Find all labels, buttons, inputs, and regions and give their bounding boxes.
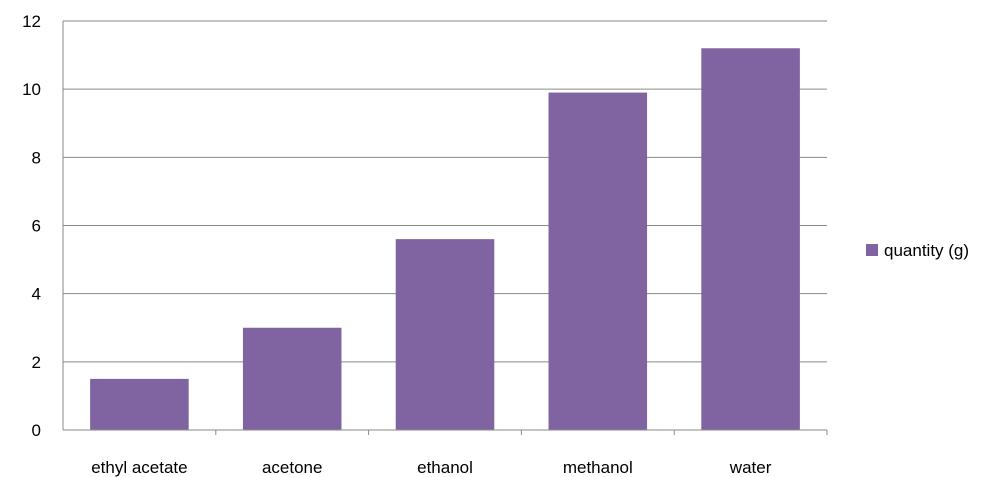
y-tick-label: 0 <box>32 421 41 440</box>
y-tick-label: 10 <box>22 80 41 99</box>
x-tick-label: acetone <box>262 458 323 477</box>
x-tick-labels: ethyl acetate acetone ethanol methanol water <box>91 458 772 477</box>
bar <box>701 48 800 431</box>
bars <box>90 48 828 435</box>
y-tick-label: 8 <box>32 148 41 167</box>
x-tick-label: ethyl acetate <box>91 458 187 477</box>
legend-label: quantity (g) <box>884 241 969 260</box>
x-tick-label: ethanol <box>417 458 473 477</box>
y-tick-label: 12 <box>22 12 41 31</box>
bar <box>242 327 342 430</box>
legend: quantity (g) <box>866 241 969 260</box>
y-tick-label: 6 <box>32 217 41 236</box>
x-tick-label: water <box>729 458 772 477</box>
bar <box>548 92 648 430</box>
x-tick-label: methanol <box>563 458 633 477</box>
bar <box>90 378 189 430</box>
bar <box>395 239 495 430</box>
y-tick-label: 4 <box>32 285 41 304</box>
y-tick-label: 2 <box>32 353 41 372</box>
gridlines <box>63 20 827 363</box>
y-tick-labels: 0 2 4 6 8 10 12 <box>22 12 41 440</box>
legend-swatch <box>866 244 878 256</box>
